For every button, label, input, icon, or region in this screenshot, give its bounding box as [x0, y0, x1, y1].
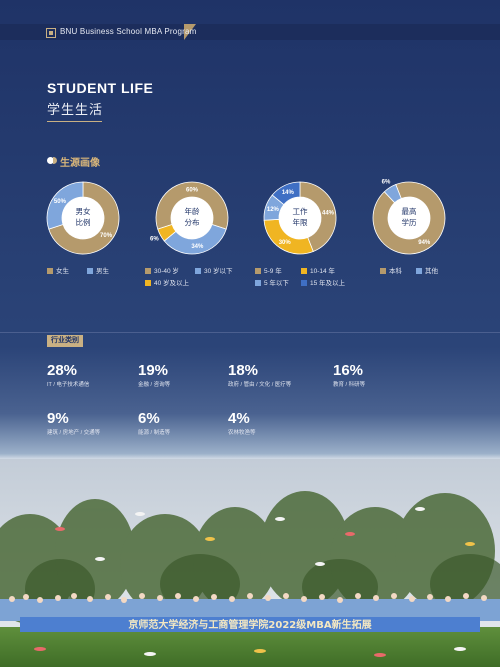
- donut-slice-label: 70%: [100, 233, 113, 239]
- donut-center-line: 比例: [75, 218, 91, 227]
- industry-stat: 6% 能源 / 制造等: [138, 410, 170, 436]
- legend-item: 40 岁及以上: [145, 277, 189, 287]
- section-title-source: 生源画像: [60, 158, 100, 169]
- donut-center-label: 工作 年限: [280, 206, 320, 228]
- donut-slice-label: 30%: [279, 240, 292, 246]
- donut-center-line: 最高: [401, 207, 417, 216]
- industry-stat: 19% 金融 / 咨询等: [138, 362, 170, 388]
- donut-slice-label: 12%: [267, 207, 280, 213]
- industry-label: 教育 / 科研等: [333, 382, 366, 388]
- donut-svg: 70% 50%: [46, 181, 120, 255]
- legend-swatch: [195, 268, 201, 274]
- donut-center-line: 学历: [401, 218, 417, 227]
- industry-pct: 18%: [228, 362, 259, 379]
- donut-chart-work-years: 44% 30% 12% 14% 工作年限: [263, 181, 337, 255]
- industry-pct: 6%: [138, 410, 160, 427]
- donut-center-label: 最高 学历: [389, 206, 429, 228]
- donut-chart-education: 94% 6% 最高学历: [372, 180, 446, 255]
- donut-slice-label: 6%: [150, 237, 159, 243]
- industry-label: 建筑 / 房地产 / 交通等: [47, 430, 101, 436]
- donut-hole: [279, 197, 321, 239]
- legend-swatch: [145, 280, 151, 286]
- banner-text: 京师范大学经济与工商管理学院2022级MBA新生拓展: [128, 618, 371, 631]
- donut-center-line: 工作: [292, 207, 308, 216]
- industry-label: 金融 / 咨询等: [138, 382, 171, 388]
- donut-hole: [171, 197, 213, 239]
- industry-stat: 18% 政府 / 管由 / 文化 / 医疗等: [228, 362, 291, 388]
- legend-item: 10-14 年: [301, 265, 335, 275]
- donut-center-line: 男女: [75, 207, 91, 216]
- industry-label: 政府 / 管由 / 文化 / 医疗等: [228, 382, 292, 388]
- industry-pct: 4%: [228, 410, 250, 427]
- header-bar: BNU Business School MBA Program: [0, 0, 500, 42]
- industry-stat: 9% 建筑 / 房地产 / 交通等: [47, 410, 100, 436]
- donut-slice-label: 60%: [186, 188, 199, 194]
- industry-label: 能源 / 制造等: [138, 430, 171, 436]
- program-name: BNU Business School MBA Program: [60, 27, 197, 36]
- title-divider: [47, 121, 102, 122]
- donut-center-label: 男女 比例: [63, 206, 103, 228]
- legend-item: 15 年及以上: [301, 277, 345, 287]
- donut-slice-label: 14%: [282, 190, 295, 196]
- page-title-zh: 学生生活: [47, 102, 104, 117]
- legend-swatch: [87, 268, 93, 274]
- industry-stat: 28% IT / 电子技术通信: [47, 362, 89, 388]
- donut-hole: [388, 197, 430, 239]
- donut-center-line: 分布: [184, 218, 200, 227]
- legend-item: 30-40 岁: [145, 265, 179, 275]
- donut-slice-label: 44%: [322, 211, 335, 217]
- legend-swatch: [255, 268, 261, 274]
- group-photo: 京师范大学经济与工商管理学院2022级MBA新生拓展: [0, 459, 500, 667]
- industry-stat: 16% 教育 / 科研等: [333, 362, 365, 388]
- industry-label: 农林牧渔等: [228, 430, 256, 436]
- industry-pct: 9%: [47, 410, 69, 427]
- legend-swatch: [145, 268, 151, 274]
- legend-swatch: [47, 268, 53, 274]
- legend-swatch: [301, 280, 307, 286]
- donut-svg: 94% 6%: [372, 180, 446, 255]
- header-accent: [184, 24, 196, 40]
- donut-slice-label: 94%: [418, 240, 431, 246]
- legend-swatch: [380, 268, 386, 274]
- donut-chart-age: 60% 34% 6% 年龄分布: [150, 181, 229, 255]
- bullet-accent-icon: [53, 157, 57, 164]
- bullet-icon: [47, 157, 54, 164]
- legend-item: 5 年以下: [255, 277, 289, 287]
- donut-slice-label: 34%: [191, 244, 204, 250]
- donut-chart-gender: 70% 50% 男女比例: [46, 181, 120, 255]
- group-photo-illustration: 京师范大学经济与工商管理学院2022级MBA新生拓展: [0, 459, 500, 667]
- legend-item: 男生: [87, 265, 109, 275]
- donut-slice-label: 50%: [54, 199, 67, 205]
- logo-icon: [46, 28, 56, 38]
- legend-item: 其他: [416, 265, 438, 275]
- legend-swatch: [416, 268, 422, 274]
- industry-pct: 19%: [138, 362, 169, 379]
- donut-center-line: 年龄: [184, 207, 200, 216]
- legend-item: 30 岁以下: [195, 265, 233, 275]
- legend-swatch: [255, 280, 261, 286]
- page-title-en: STUDENT LIFE: [47, 80, 154, 96]
- legend-swatch: [301, 268, 307, 274]
- legend-item: 本科: [380, 265, 402, 275]
- donut-slice: [271, 181, 301, 206]
- donut-svg: 44% 30% 12% 14%: [263, 181, 337, 255]
- donut-svg: 60% 34% 6%: [150, 181, 229, 255]
- industry-pct: 16%: [333, 362, 364, 379]
- industry-stat: 4% 农林牧渔等: [228, 410, 256, 436]
- donut-center-label: 年龄 分布: [172, 206, 212, 228]
- industry-label: IT / 电子技术通信: [47, 382, 90, 388]
- industry-pct: 28%: [47, 362, 78, 379]
- section-divider: [0, 332, 500, 333]
- donut-slice-label: 6%: [382, 180, 391, 186]
- donut-center-line: 年限: [292, 218, 308, 227]
- section-title-industry: 行业类别: [47, 335, 83, 347]
- header-band: [0, 24, 500, 40]
- donut-hole: [62, 197, 104, 239]
- legend-item: 女生: [47, 265, 69, 275]
- legend-item: 5-9 年: [255, 265, 282, 275]
